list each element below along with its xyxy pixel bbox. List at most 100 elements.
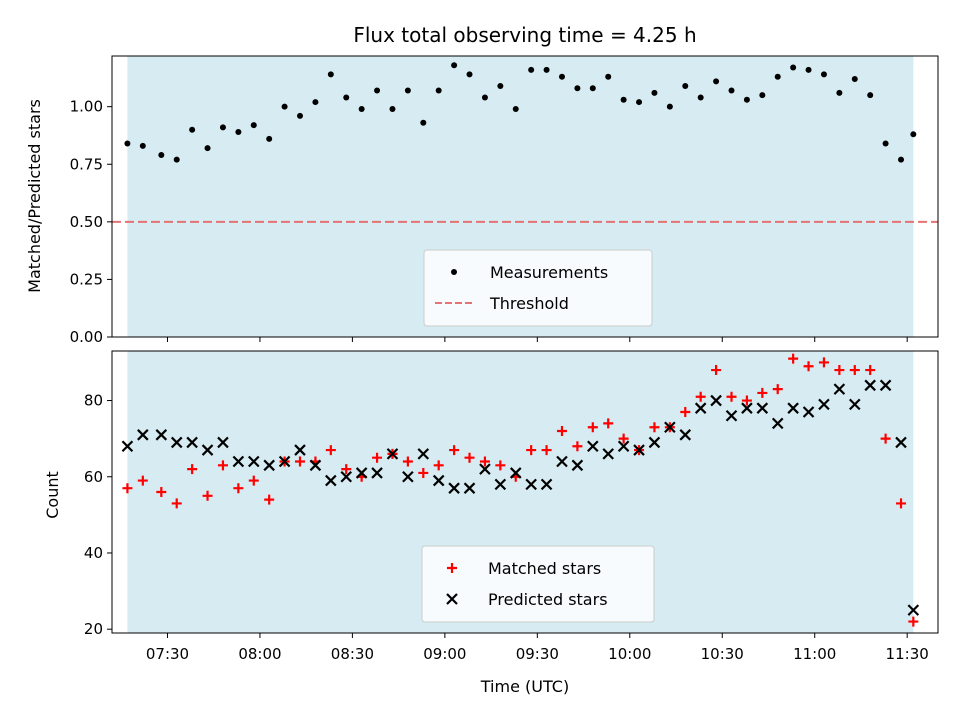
data-point [572,441,583,452]
bottom-panel: 20 40 60 80 07:30 08:00 08:30 09:00 09:30 10:00 10… [84,350,939,663]
data-point [772,384,783,395]
data-point [882,140,889,147]
data-point [836,89,843,96]
x-tick-label: 10:00 [608,645,651,663]
data-point [404,87,411,94]
legend-label: Measurements [490,263,608,282]
data-point [713,78,720,85]
data-point [574,85,581,92]
data-point [602,448,614,460]
x-tick-label: 08:00 [238,645,281,663]
data-point [849,398,861,411]
legend-label: Predicted stars [488,590,608,609]
data-point [649,422,660,433]
data-point [759,92,766,99]
x-tick-label: 07:30 [146,645,189,663]
series-measurements [124,62,917,163]
data-point [170,436,183,449]
x-tick-label: 09:00 [423,645,466,663]
data-point [327,71,334,78]
data-point [137,475,148,486]
data-point [386,448,399,460]
data-point [512,105,519,112]
data-point [156,487,167,497]
data-point [648,436,661,449]
chart-title: Flux total observing time = 4.25 h [353,23,696,47]
y-tick-label: 0.50 [70,213,103,231]
data-point [235,129,242,136]
data-point [389,105,396,112]
data-point [495,460,506,471]
data-point [204,145,211,152]
data-point [494,478,507,491]
data-point [864,379,876,392]
data-point [281,103,288,110]
data-point [617,440,630,453]
data-point [558,73,565,80]
data-point [910,131,917,138]
data-point [297,112,304,119]
x-tick-label: 09:30 [516,645,559,663]
y-tick-label: 0.25 [70,270,103,288]
data-point [771,417,784,430]
data-point [278,455,291,468]
data-point [525,478,537,491]
data-point [695,391,706,402]
data-point [587,422,598,433]
data-point [694,402,707,414]
legend: Measurements Threshold [423,249,653,327]
data-point [139,142,146,149]
data-point [587,440,599,453]
data-point [418,467,429,478]
data-point [374,87,381,94]
data-point [605,73,612,80]
plot-frame [111,350,939,634]
legend-box [421,545,655,623]
y-tick-label: 40 [84,544,103,562]
data-point [571,459,584,472]
data-point [834,365,845,376]
data-point [818,398,830,411]
data-point [189,126,196,133]
data-point [509,467,522,479]
data-point [294,444,306,456]
data-point [543,66,550,73]
data-point [449,445,460,456]
data-point [757,387,768,398]
series-predicted-stars [121,379,920,616]
data-point [187,464,198,475]
top-panel: 0.00 0.25 0.50 0.75 1.00 Measurements Threshol… [70,55,939,346]
top-y-axis-label: Matched/Predicted stars [25,99,44,293]
data-point [355,467,368,479]
data-point [725,410,738,422]
data-point [664,421,676,433]
data-point [867,92,874,99]
data-point [880,433,891,444]
data-point [186,436,198,449]
x-tick-label: 10:30 [701,645,744,663]
data-point [309,459,322,472]
data-point [217,436,229,449]
data-point [233,483,244,494]
data-point [121,440,134,453]
x-tick-label: 08:30 [331,645,374,663]
data-point [432,474,445,487]
data-point [528,66,535,73]
data-point [879,379,892,392]
data-point [711,365,722,376]
data-point [402,470,414,483]
data-point [417,448,430,460]
data-point [497,82,504,89]
data-point [248,475,259,486]
data-point [325,474,337,487]
data-point [402,456,413,467]
data-point [802,406,815,418]
data-point [479,463,491,475]
y-tick-label: 20 [84,620,103,638]
data-point [435,87,442,94]
data-point [651,89,658,96]
data-point [247,455,260,468]
data-point [556,455,568,468]
data-point [741,395,752,406]
data-point [603,418,614,429]
